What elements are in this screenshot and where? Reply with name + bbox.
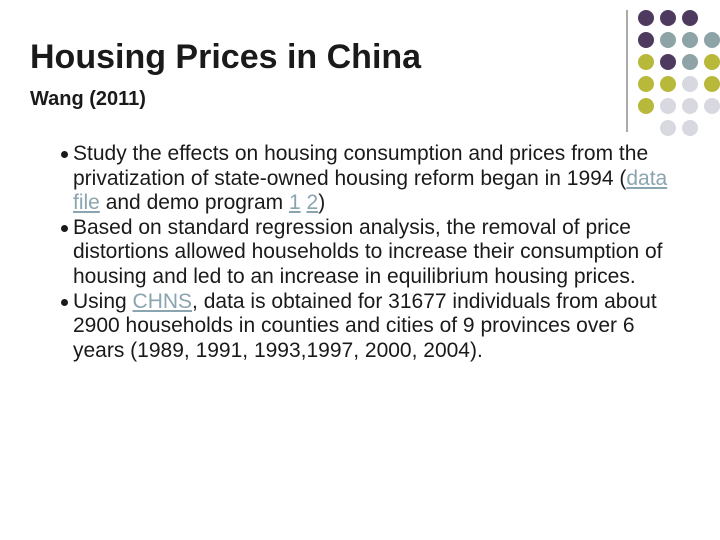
bullet-text: and demo program: [99, 191, 289, 215]
link[interactable]: CHNS: [132, 289, 193, 313]
slide-subtitle: Wang (2011): [30, 88, 146, 110]
bullet-list: Study the effects on housing consumption…: [61, 142, 672, 364]
bullet-text: ): [318, 191, 326, 215]
bullet-text: Using: [73, 289, 133, 313]
bullet-text: Based on standard regression analysis, t…: [73, 215, 663, 288]
bullet-item: Based on standard regression analysis, t…: [61, 215, 672, 290]
link[interactable]: data file: [73, 166, 668, 215]
bullet-text: Study the effects on housing consumption…: [73, 142, 649, 190]
link[interactable]: 2: [306, 191, 319, 215]
slide-title: Housing Prices in China: [30, 38, 422, 76]
dot-grid: [638, 10, 720, 136]
bullet-text: , data is obtained for 31677 individuals…: [73, 289, 657, 362]
bullet-item: Study the effects on housing consumption…: [61, 142, 672, 216]
decoration: [626, 10, 720, 136]
bullet-dot: [61, 298, 68, 306]
bullet-item: Using CHNS, data is obtained for 31677 i…: [61, 289, 672, 364]
bullet-dot: [61, 151, 68, 158]
bullet-dot: [61, 224, 68, 232]
link[interactable]: 1: [288, 191, 301, 215]
